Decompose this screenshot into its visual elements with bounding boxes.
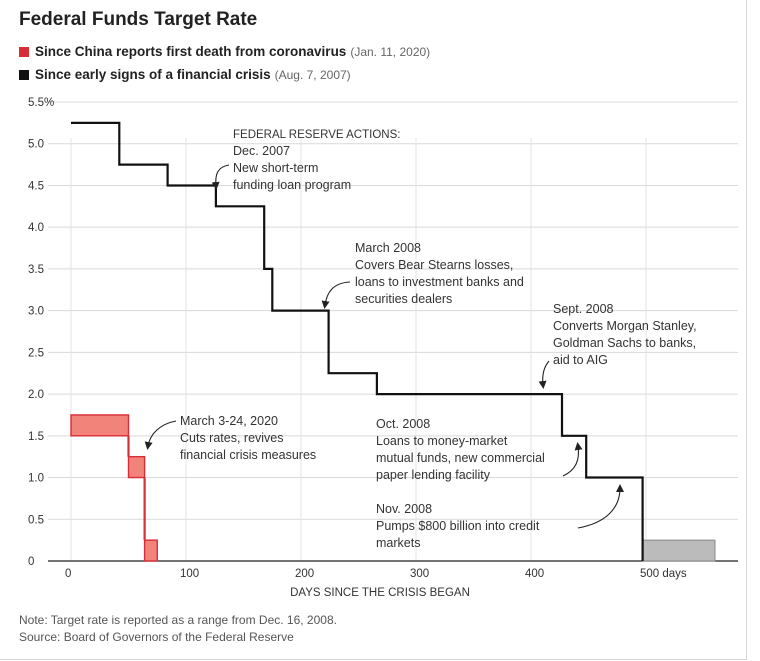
axis-ticks: 0 0.5 1.0 1.5 2.0 2.5 3.0 3.5 4.0 4.5 5.0 5.5% 0 100 2… bbox=[28, 97, 738, 580]
annotation-sep2008-line: aid to AIG bbox=[553, 353, 608, 367]
annotation-dec2007-line: funding loan program bbox=[233, 178, 351, 192]
annotation-dec2007-line: New short-term bbox=[233, 161, 318, 175]
legend-label: Since early signs of a financial crisis bbox=[35, 67, 271, 82]
y-tick-label: 3.5 bbox=[28, 264, 44, 276]
x-tick-label: 100 bbox=[180, 568, 199, 580]
y-tick-label: 3.0 bbox=[28, 306, 44, 318]
range-block-coronavirus bbox=[70, 414, 130, 437]
y-tick-label: 2.0 bbox=[28, 389, 44, 401]
annotation-sep2008-line: Converts Morgan Stanley, bbox=[553, 319, 697, 333]
annotation-arrow-mar2008 bbox=[321, 281, 351, 309]
annotation-arrow-nov2008 bbox=[577, 484, 624, 529]
annotation-mar2020-line: Cuts rates, revives bbox=[180, 431, 284, 445]
legend-item-financial-crisis: Since early signs of a financial crisis(… bbox=[19, 67, 351, 82]
annotation-arrow-oct2008 bbox=[562, 442, 583, 477]
annotation-mar2008-line: securities dealers bbox=[355, 292, 452, 306]
y-tick-label: 0.5 bbox=[28, 514, 44, 526]
annotation-mar2008-line: loans to investment banks and bbox=[355, 275, 524, 289]
y-tick-label: 1.0 bbox=[28, 473, 44, 485]
x-tick-label: 400 bbox=[525, 568, 544, 580]
x-tick-label: 200 bbox=[295, 568, 314, 580]
annotation-nov2008-line: Nov. 2008 bbox=[376, 502, 432, 516]
footnote: Note: Target rate is reported as a range… bbox=[19, 613, 337, 627]
legend-date: (Jan. 11, 2020) bbox=[350, 45, 431, 59]
annotation-sep2008-line: Sept. 2008 bbox=[553, 302, 614, 316]
legend-swatch-red bbox=[19, 47, 29, 57]
y-tick-label: 0 bbox=[28, 556, 34, 568]
legend-label: Since China reports first death from cor… bbox=[35, 44, 347, 59]
y-tick-label: 1.5 bbox=[28, 431, 44, 443]
data-series bbox=[70, 121, 716, 562]
grid-lines bbox=[48, 101, 738, 561]
y-tick-label: 2.5 bbox=[28, 347, 44, 359]
x-tick-label: 0 bbox=[65, 568, 71, 580]
legend-item-coronavirus: Since China reports first death from cor… bbox=[19, 44, 430, 59]
series-line-financial-crisis bbox=[71, 121, 644, 561]
chart-title: Federal Funds Target Rate bbox=[19, 9, 258, 30]
annotation-nov2008-line: Pumps $800 billion into credit bbox=[376, 519, 540, 533]
y-tick-label: 5.5% bbox=[28, 97, 54, 109]
annotation-arrow-dec2007 bbox=[211, 164, 230, 190]
annotation-arrow-sep2008 bbox=[538, 360, 550, 389]
x-tick-label: 500 days bbox=[640, 568, 687, 580]
annotation-dec2007-line: Dec. 2007 bbox=[233, 144, 290, 158]
range-block-coronavirus bbox=[143, 539, 158, 562]
y-tick-label: 4.0 bbox=[28, 222, 44, 234]
annotation-mar2008-line: Covers Bear Stearns losses, bbox=[355, 258, 513, 272]
annotations: FEDERAL RESERVE ACTIONS: Dec. 2007 New s… bbox=[144, 129, 697, 550]
annotation-nov2008-line: markets bbox=[376, 536, 420, 550]
x-axis-title: DAYS SINCE THE CRISIS BEGAN bbox=[290, 587, 470, 599]
range-block-coronavirus bbox=[127, 455, 146, 479]
range-block-financial-crisis bbox=[642, 539, 716, 562]
y-tick-label: 5.0 bbox=[28, 139, 44, 151]
x-tick-label: 300 bbox=[410, 568, 429, 580]
annotation-mar2020-line: financial crisis measures bbox=[180, 448, 316, 462]
annotation-oct2008-line: Oct. 2008 bbox=[376, 417, 430, 431]
annotation-arrow-mar2020 bbox=[144, 420, 177, 450]
legend-swatch-black bbox=[19, 70, 29, 80]
y-tick-label: 4.5 bbox=[28, 180, 44, 192]
annotation-fed-header: FEDERAL RESERVE ACTIONS: bbox=[233, 129, 400, 141]
annotation-mar2020-line: March 3-24, 2020 bbox=[180, 414, 278, 428]
annotation-sep2008-line: Goldman Sachs to banks, bbox=[553, 336, 696, 350]
annotation-oct2008-line: paper lending facility bbox=[376, 468, 491, 482]
source-note: Source: Board of Governors of the Federa… bbox=[19, 630, 294, 644]
annotation-oct2008-line: mutual funds, new commercial bbox=[376, 451, 545, 465]
legend-date: (Aug. 7, 2007) bbox=[274, 68, 351, 82]
annotation-oct2008-line: Loans to money-market bbox=[376, 434, 508, 448]
annotation-mar2008-line: March 2008 bbox=[355, 241, 421, 255]
